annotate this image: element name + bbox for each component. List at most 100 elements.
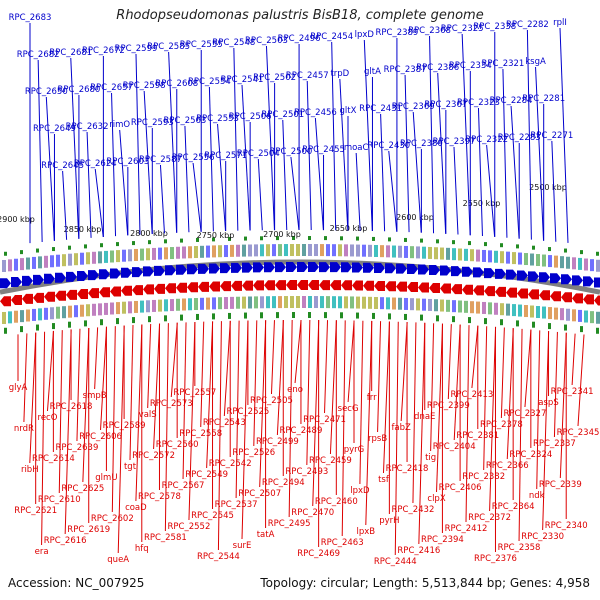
reverse-gene-label: RPC_2619 [67,525,110,535]
feature-stripe [338,244,342,257]
feature-stripe [476,301,480,314]
scale-label: 2750 kbp [197,231,235,240]
feature-stripe [482,301,486,314]
feature-stripe [548,307,552,320]
reverse-label-leader [217,321,222,551]
forward-gene-label: RPC_2369 [392,102,435,112]
feature-stripe [344,296,348,309]
forward-gene-arrow [440,265,451,276]
feature-stripe [434,247,438,260]
forward-gene-arrow [561,274,572,285]
feature-stripe [152,299,156,312]
feature-stripe [8,259,12,272]
gc-mark [52,247,55,252]
gc-mark [148,316,151,323]
reverse-gene-arrow [154,283,165,294]
forward-label-leader [559,27,569,243]
feature-stripe [182,298,186,311]
reverse-gene-label: RPC_2572 [132,451,175,461]
reverse-gene-label: hfq [135,544,149,554]
gc-mark [228,236,231,241]
reverse-gene-label: RPC_2610 [38,495,81,505]
forward-label-leader [111,92,117,237]
feature-stripe [74,253,78,266]
reverse-label-leader [253,320,258,447]
reverse-gene-arrow [231,280,242,291]
forward-label-leader [37,59,43,242]
feature-stripe [446,299,450,312]
feature-stripe [314,244,318,257]
feature-stripe [470,249,474,262]
reverse-gene-arrow [374,280,385,291]
gc-mark [164,315,167,322]
reverse-gene-arrow [264,280,275,291]
forward-label-leader [551,140,557,242]
gc-mark [276,312,279,319]
feature-stripe [248,244,252,257]
gc-mark [100,243,103,248]
gc-mark [308,236,311,241]
reverse-label-leader [377,321,382,433]
forward-label-leader [217,123,227,232]
reverse-label-leader [288,320,293,518]
feature-stripe [260,296,264,309]
forward-gene-label: RPC_2323 [457,98,500,108]
reverse-gene-arrow [297,280,308,291]
reverse-gene-label: clpX [427,494,445,504]
feature-stripe [542,254,546,267]
feature-stripe [488,302,492,315]
forward-label-leader [535,66,545,241]
reverse-gene-label: RPC_2340 [545,521,588,531]
gc-mark [212,237,215,242]
reverse-gene-label: RPC_2493 [285,467,328,477]
reverse-gene-label: recO [38,413,58,423]
feature-stripe [326,244,330,257]
feature-stripe [194,246,198,259]
reverse-gene-arrow [330,280,341,291]
reverse-gene-label: RPC_2394 [421,535,464,545]
feature-stripe [80,252,84,265]
feature-stripe [170,247,174,260]
feature-stripe [158,299,162,312]
feature-stripe [260,244,264,257]
forward-gene-label: RPC_2500 [269,147,312,157]
forward-gene-label: RPC_2496 [278,34,321,44]
feature-stripe [206,245,210,258]
forward-label-leader [168,51,178,233]
feature-stripe [2,311,6,324]
gc-mark [468,241,471,246]
forward-label-leader [355,152,361,231]
reverse-gene-arrow [572,293,583,304]
feature-stripe [314,296,318,309]
reverse-label-leader [153,323,161,450]
reverse-label-leader [542,331,550,531]
gc-mark [372,312,375,319]
feature-stripe [50,255,54,268]
feature-stripe [224,245,228,258]
scale-label: 2700 kbp [263,230,301,239]
reverse-gene-label: RPC_2489 [280,426,323,436]
forward-gene-label: RPC_2553 [196,114,239,124]
forward-gene-arrow [198,263,209,274]
reverse-gene-label: RPC_2614 [32,454,75,464]
feature-stripe [596,311,600,324]
forward-gene-arrow [352,262,363,273]
feature-stripe [86,304,90,317]
forward-gene-label: RPC_2554 [188,77,231,87]
reverse-gene-label: RPC_2602 [91,514,134,524]
forward-label-leader [314,117,324,231]
reverse-gene-label: RPC_2469 [297,549,340,559]
feature-stripe [434,299,438,312]
gc-mark [500,319,503,326]
gc-mark [212,313,215,320]
gc-mark [4,251,7,256]
feature-stripe [200,245,204,258]
reverse-gene-label: RPC_2542 [209,459,252,469]
reverse-label-leader [400,322,408,422]
feature-stripe [482,249,486,262]
reverse-label-leader [147,323,152,409]
forward-gene-arrow [55,272,66,283]
reverse-label-leader [536,330,541,490]
scale-label: 2850 kbp [64,225,102,234]
feature-stripe [446,247,450,260]
